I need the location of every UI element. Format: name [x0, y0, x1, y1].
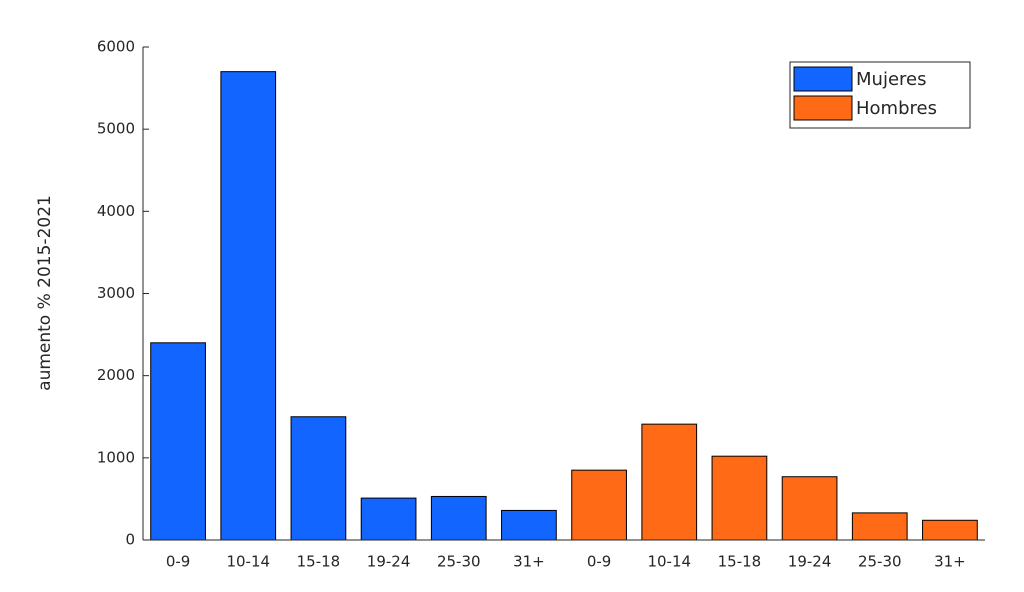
y-tick-label: 2000 [97, 366, 135, 384]
legend-label: Mujeres [856, 69, 926, 90]
x-tick-label: 31+ [934, 553, 966, 571]
legend-swatch [793, 95, 853, 121]
x-tick-label: 0-9 [166, 553, 191, 571]
y-tick-label: 6000 [97, 38, 135, 56]
y-tick-label: 4000 [97, 202, 135, 220]
bar [360, 497, 417, 541]
x-tick-label: 10-14 [226, 553, 270, 571]
y-tick-label: 1000 [97, 448, 135, 466]
x-tick-label: 15-18 [297, 553, 341, 571]
bar [501, 509, 557, 541]
bar [851, 512, 908, 541]
x-tick-label: 10-14 [647, 553, 691, 571]
x-tick-label: 19-24 [367, 553, 411, 571]
legend-label: Hombres [856, 98, 937, 119]
bar [290, 416, 347, 541]
y-tick-label: 5000 [97, 120, 135, 138]
bar [641, 423, 698, 541]
legend-swatch [793, 66, 853, 92]
x-tick-label: 19-24 [788, 553, 832, 571]
x-tick-label: 25-30 [437, 553, 481, 571]
x-tick-label: 25-30 [858, 553, 902, 571]
x-tick-label: 15-18 [718, 553, 762, 571]
x-tick-label: 31+ [513, 553, 545, 571]
bar [711, 455, 768, 541]
x-tick-label: 0-9 [587, 553, 612, 571]
y-tick-label: 3000 [97, 284, 135, 302]
y-tick-label: 0 [125, 531, 135, 549]
y-axis-label: aumento % 2015-2021 [35, 195, 55, 391]
bar [430, 495, 487, 541]
bar [150, 342, 206, 541]
bar [571, 469, 627, 541]
bar [220, 71, 277, 541]
bar [922, 519, 978, 541]
bar [781, 476, 838, 541]
